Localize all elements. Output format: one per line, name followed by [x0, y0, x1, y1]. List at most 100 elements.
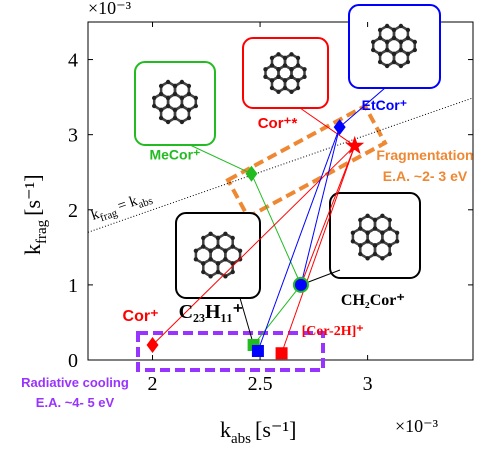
- atom: [223, 231, 228, 236]
- atom: [365, 256, 370, 261]
- atom: [193, 95, 198, 101]
- point-label: [Cor-2H]⁺: [302, 324, 364, 339]
- atom: [289, 67, 294, 72]
- atom: [384, 39, 390, 45]
- connector: [300, 145, 356, 286]
- atom: [387, 226, 392, 231]
- atom: [201, 261, 206, 266]
- atom: [387, 217, 392, 223]
- atom: [263, 74, 268, 80]
- atom: [371, 39, 376, 45]
- atom: [371, 47, 376, 53]
- x-tick-label: 2.5: [248, 373, 273, 395]
- point-label: Cor⁺*: [258, 115, 298, 132]
- atom: [269, 55, 275, 61]
- atom: [172, 115, 178, 121]
- x-exponent: ×10⁻³: [395, 416, 439, 436]
- atom: [295, 63, 301, 68]
- fragmentation-box: [225, 103, 388, 220]
- molecule-box: [175, 212, 261, 299]
- point: [146, 336, 159, 353]
- atom: [269, 78, 275, 83]
- atom: [391, 59, 397, 65]
- atom: [179, 79, 185, 85]
- atom: [380, 256, 385, 261]
- point: [345, 135, 365, 154]
- atom: [230, 269, 235, 275]
- atom: [365, 213, 370, 218]
- atom: [358, 251, 363, 257]
- atom: [208, 231, 213, 236]
- atom: [394, 230, 400, 235]
- atom: [302, 74, 307, 80]
- atom: [289, 52, 294, 57]
- atom: [158, 91, 164, 97]
- atom: [372, 226, 378, 231]
- radiative-box: [136, 331, 325, 372]
- atom: [412, 39, 417, 45]
- atom: [384, 47, 390, 53]
- atom: [208, 257, 213, 262]
- atom: [289, 89, 294, 95]
- atom: [215, 244, 221, 249]
- atom: [412, 47, 417, 53]
- atom: [282, 78, 288, 83]
- atom: [387, 251, 392, 257]
- point: [275, 347, 288, 360]
- atom: [372, 251, 378, 257]
- point-label: Cor⁺: [123, 308, 159, 325]
- atom: [350, 230, 356, 235]
- atom: [186, 83, 192, 89]
- atom: [350, 239, 356, 244]
- atom: [295, 78, 301, 83]
- connector: [339, 87, 386, 128]
- atom: [276, 52, 281, 57]
- atom: [179, 95, 185, 101]
- point-label: C₂₃H₁₁⁺: [179, 301, 244, 323]
- atom: [186, 115, 192, 121]
- atom: [152, 103, 157, 109]
- atom: [377, 27, 383, 33]
- x-tick-label: 2: [148, 373, 158, 395]
- atom: [230, 235, 235, 241]
- atom: [377, 59, 383, 65]
- y-tick-label: 3: [68, 125, 78, 147]
- atom: [201, 269, 206, 275]
- atom: [230, 244, 235, 249]
- atom: [405, 51, 411, 57]
- point-label: MeCor⁺: [149, 147, 200, 163]
- x-tick-label: 3: [363, 373, 373, 395]
- atom: [223, 257, 228, 262]
- atom: [302, 67, 307, 72]
- atom: [394, 239, 400, 244]
- connector: [299, 107, 355, 147]
- connector: [300, 127, 341, 286]
- atom: [372, 217, 378, 223]
- atom: [276, 74, 281, 80]
- atom: [384, 23, 390, 29]
- y-tick-label: 2: [68, 200, 78, 222]
- atom: [208, 274, 213, 279]
- atom: [289, 74, 294, 80]
- atom: [398, 39, 404, 45]
- atom: [391, 27, 397, 33]
- atom: [365, 230, 370, 235]
- atom: [282, 63, 288, 68]
- atom: [269, 85, 275, 91]
- atom: [165, 103, 171, 109]
- connector: [257, 126, 341, 352]
- atom: [179, 119, 185, 125]
- atom: [179, 103, 185, 109]
- atom: [380, 213, 385, 218]
- point: [245, 165, 258, 182]
- atom: [358, 243, 363, 248]
- atom: [276, 89, 281, 95]
- atom: [365, 239, 370, 244]
- atom: [193, 103, 198, 109]
- atom: [405, 27, 411, 33]
- molecule-box: [242, 37, 329, 109]
- molecule-box: [134, 61, 216, 146]
- point: [292, 276, 309, 293]
- atom: [380, 230, 385, 235]
